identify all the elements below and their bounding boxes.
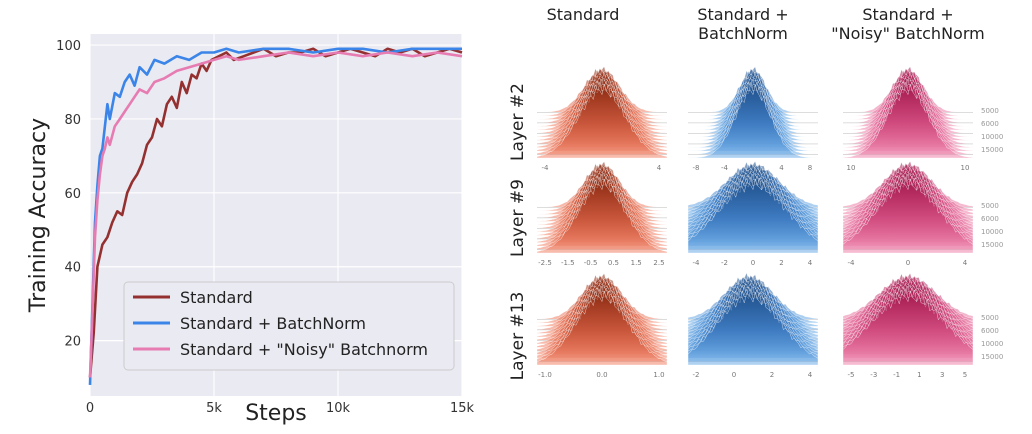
row-label: Layer #9 bbox=[508, 179, 528, 257]
ridge-layer bbox=[687, 84, 819, 159]
panel-tick-label: 0.5 bbox=[608, 259, 619, 267]
panel-tick-label: 10 bbox=[961, 164, 970, 172]
y-tick-label: 80 bbox=[64, 113, 81, 128]
x-tick-label: 15k bbox=[450, 401, 475, 416]
ridge-step-label: 15000 bbox=[981, 146, 1003, 154]
ridge-step-label: 6000 bbox=[981, 327, 999, 335]
ridge-layer bbox=[536, 178, 668, 254]
ridge-step-label: 5000 bbox=[981, 107, 999, 115]
ridge-layer bbox=[842, 290, 974, 366]
ridge-step-label: 5000 bbox=[981, 202, 999, 210]
x-tick-label: 0 bbox=[86, 401, 94, 416]
ridge-step-label: 15000 bbox=[981, 241, 1003, 249]
row-label: Layer #2 bbox=[508, 83, 528, 161]
series-line-2 bbox=[88, 51, 463, 378]
y-tick-label: 60 bbox=[64, 187, 81, 202]
panel-tick-label: -2 bbox=[693, 371, 700, 379]
panel-tick-label: -1.5 bbox=[561, 259, 575, 267]
legend-label-batchnorm: Standard + BatchNorm bbox=[180, 314, 366, 333]
panel-tick-label: -4 bbox=[848, 259, 856, 267]
panel-tick-label: -1 bbox=[893, 371, 900, 379]
panel-tick-label: 1.5 bbox=[631, 259, 642, 267]
panel-tick-label: -2 bbox=[721, 259, 728, 267]
ridge-step-label: 5000 bbox=[981, 314, 999, 322]
ridge-step-label: 10000 bbox=[981, 340, 1003, 348]
row-label: Layer #13 bbox=[508, 292, 528, 381]
distribution-panel: -1.0 0.0 1.0 bbox=[536, 272, 668, 379]
panel-tick-label: -2.5 bbox=[538, 259, 552, 267]
column-labels: Standard Standard + BatchNorm Standard + "No… bbox=[547, 5, 985, 43]
panel-tick-label: -4 bbox=[721, 164, 729, 172]
panel-tick-label: -8 bbox=[693, 164, 700, 172]
panel-tick-label: 4 bbox=[808, 371, 813, 379]
panel-tick-label: 0 bbox=[906, 259, 910, 267]
legend-label-standard: Standard bbox=[180, 288, 253, 307]
ridge-step-label: 6000 bbox=[981, 120, 999, 128]
panel-tick-label: 2 bbox=[770, 371, 774, 379]
x-tick-label: 10k bbox=[326, 401, 351, 416]
panel-tick-label: 0 bbox=[732, 371, 736, 379]
distribution-panel: -4 -2 0 2 4 bbox=[687, 160, 819, 267]
panel-tick-label: 1.0 bbox=[653, 371, 664, 379]
panel-tick-label: -0.5 bbox=[584, 259, 598, 267]
panel-tick-label: 4 bbox=[808, 259, 813, 267]
panel-tick-label: 4 bbox=[963, 259, 968, 267]
distribution-panel: -8-4048 bbox=[687, 66, 819, 172]
panel-tick-label: 1 bbox=[917, 371, 921, 379]
panel-tick-label: 2.5 bbox=[653, 259, 664, 267]
panel-tick-label: 8 bbox=[808, 164, 812, 172]
distribution-panel: -2.5 -1.5 -0.5 0.5 1.5 2.5 bbox=[536, 160, 668, 267]
x-tick-labels: 0 5k 10k 15k bbox=[86, 401, 475, 416]
panel-tick-label: 5 bbox=[963, 371, 967, 379]
series-line-0 bbox=[88, 47, 463, 378]
distribution-panel: -2 0 2 4 bbox=[687, 272, 819, 379]
x-axis-label: Steps bbox=[245, 401, 307, 426]
ridge-layer bbox=[536, 290, 668, 366]
panel-tick-label: -5 bbox=[848, 371, 855, 379]
ridge-layer bbox=[687, 291, 819, 366]
ridge-layer bbox=[687, 178, 819, 254]
panel-tick-label: 0.0 bbox=[596, 371, 607, 379]
ridge-step-label: 15000 bbox=[981, 353, 1003, 361]
panel-tick-label: 0 bbox=[751, 259, 755, 267]
panel-tick-label: 4 bbox=[657, 164, 662, 172]
legend-box bbox=[123, 281, 455, 371]
ridge-step-label: 10000 bbox=[981, 133, 1003, 141]
y-axis-label: Training Accuracy bbox=[26, 118, 51, 313]
column-label: Standard + BatchNorm bbox=[697, 5, 788, 43]
panel-tick-label: 10 bbox=[847, 164, 856, 172]
distribution-panel: 10010500060001000015000 bbox=[842, 66, 1003, 172]
legend: Standard Standard + BatchNorm Standard +… bbox=[123, 281, 455, 371]
column-label: Standard bbox=[547, 5, 620, 24]
ridge-step-label: 10000 bbox=[981, 228, 1003, 236]
ridge-step-label: 6000 bbox=[981, 215, 999, 223]
x-tick-label: 5k bbox=[206, 401, 222, 416]
grid-lines bbox=[89, 34, 463, 396]
y-tick-label: 100 bbox=[56, 39, 81, 54]
y-tick-label: 20 bbox=[64, 335, 81, 350]
row-labels: Layer #2 Layer #9 Layer #13 bbox=[508, 83, 528, 380]
panel-tick-label: -1.0 bbox=[538, 371, 552, 379]
distribution-panel: -404 bbox=[536, 65, 668, 172]
series-line-1 bbox=[88, 47, 462, 385]
ridge-layer bbox=[842, 178, 974, 254]
legend-label-noisy-batchnorm: Standard + "Noisy" Batchnorm bbox=[180, 340, 428, 359]
panel-tick-label: 2 bbox=[779, 259, 783, 267]
y-tick-labels: 20 40 60 80 100 bbox=[56, 39, 81, 350]
y-tick-label: 40 bbox=[64, 261, 81, 276]
panel-tick-label: -4 bbox=[542, 164, 550, 172]
column-label: Standard + "Noisy" BatchNorm bbox=[831, 5, 984, 43]
panel-tick-label: -3 bbox=[870, 371, 877, 379]
distribution-panels: -404-8-404810010500060001000015000-2.5-1… bbox=[536, 65, 1003, 379]
ridge-layer bbox=[842, 83, 974, 159]
ridge-layer bbox=[536, 83, 668, 159]
distribution-panel: -5 -3 -1 1 3 5 5000 6000 10000 15000 bbox=[842, 272, 1003, 379]
distribution-panel: -4 0 4 5000 6000 10000 15000 bbox=[842, 160, 1003, 267]
panel-tick-label: 3 bbox=[940, 371, 944, 379]
series-lines bbox=[88, 47, 463, 385]
panel-tick-label: -4 bbox=[693, 259, 701, 267]
panel-tick-label: 4 bbox=[779, 164, 784, 172]
